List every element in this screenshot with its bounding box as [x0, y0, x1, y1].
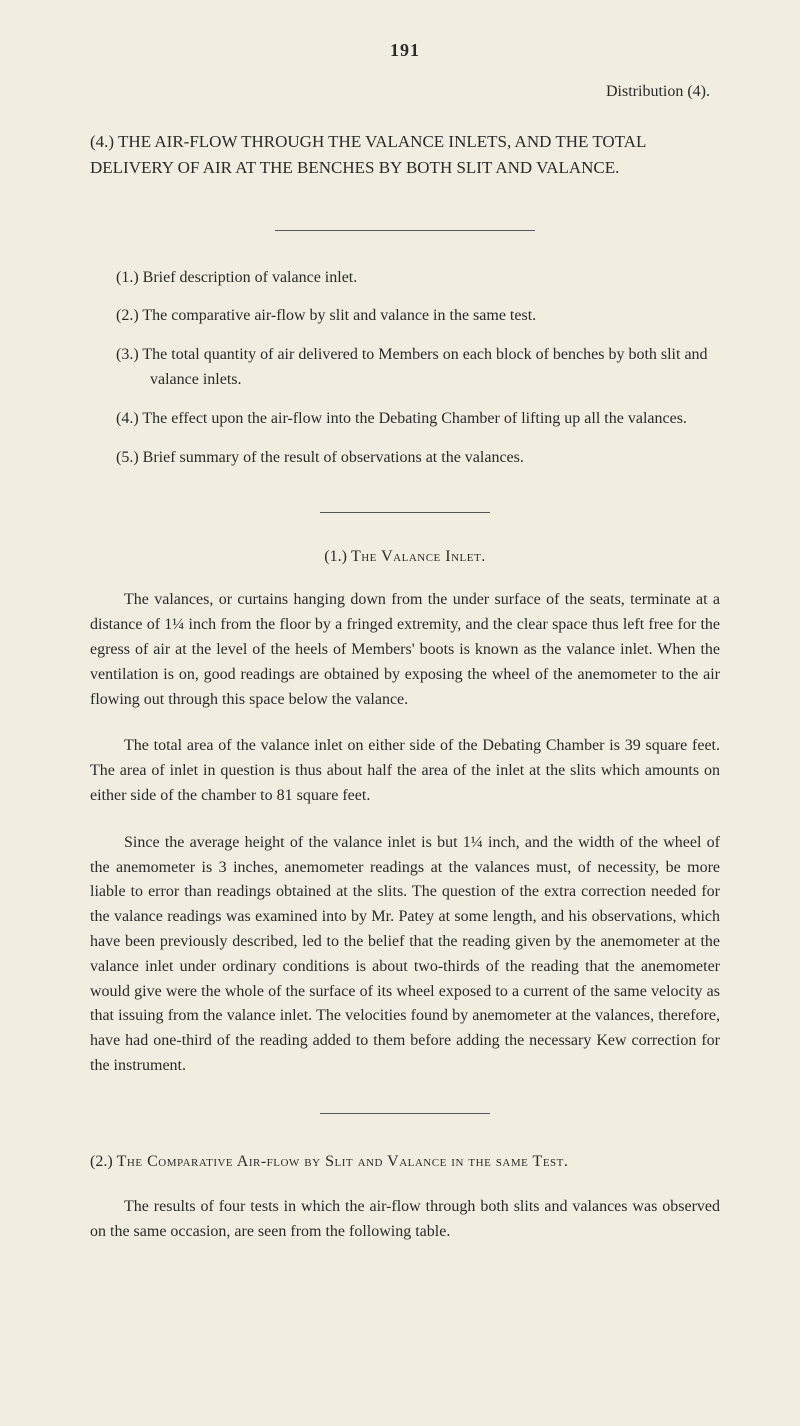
subsection-title: (2.) The Comparative Air-flow by Slit an… [90, 1153, 720, 1171]
subsection-number: (1.) [324, 548, 351, 565]
point-item: (5.) Brief summary of the result of obse… [90, 446, 720, 471]
point-text: The effect upon the air-flow into the De… [142, 410, 687, 427]
point-item: (2.) The comparative air-flow by slit an… [90, 304, 720, 329]
body-paragraph: The valances, or curtains hanging down f… [90, 588, 720, 712]
heading-text-line1: THE AIR-FLOW THROUGH THE VALANCE INLETS,… [118, 132, 551, 151]
horizontal-rule [90, 500, 720, 518]
point-number: (1.) [116, 269, 139, 286]
point-item: (4.) The effect upon the air-flow into t… [90, 407, 720, 432]
body-paragraph: Since the average height of the valance … [90, 831, 720, 1079]
subsection-number: (2.) [90, 1153, 117, 1170]
point-item: (3.) The total quantity of air delivered… [90, 343, 720, 393]
point-number: (3.) [116, 346, 139, 363]
page-number: 191 [90, 40, 720, 61]
heading-number: (4.) [90, 132, 114, 151]
horizontal-rule [90, 1101, 720, 1119]
section-heading: (4.) THE AIR-FLOW THROUGH THE VALANCE IN… [90, 129, 720, 182]
body-paragraph: The results of four tests in which the a… [90, 1195, 720, 1245]
subsection-text: The Comparative Air-flow by Slit and Val… [117, 1153, 569, 1170]
point-text: Brief description of valance inlet. [143, 269, 358, 286]
point-text: The total quantity of air delivered to M… [142, 346, 707, 388]
points-list: (1.) Brief description of valance inlet.… [90, 266, 720, 471]
point-number: (5.) [116, 449, 139, 466]
point-text: Brief summary of the result of observati… [143, 449, 524, 466]
point-item: (1.) Brief description of valance inlet. [90, 266, 720, 291]
horizontal-rule [90, 218, 720, 236]
body-paragraph: The total area of the valance inlet on e… [90, 734, 720, 808]
point-text: The comparative air-flow by slit and val… [142, 307, 536, 324]
subsection-text: The Valance Inlet. [351, 548, 486, 565]
distribution-label: Distribution (4). [90, 83, 720, 101]
document-page: 191 Distribution (4). (4.) THE AIR-FLOW … [0, 0, 800, 1426]
point-number: (2.) [116, 307, 139, 324]
subsection-title: (1.) The Valance Inlet. [90, 548, 720, 566]
point-number: (4.) [116, 410, 139, 427]
